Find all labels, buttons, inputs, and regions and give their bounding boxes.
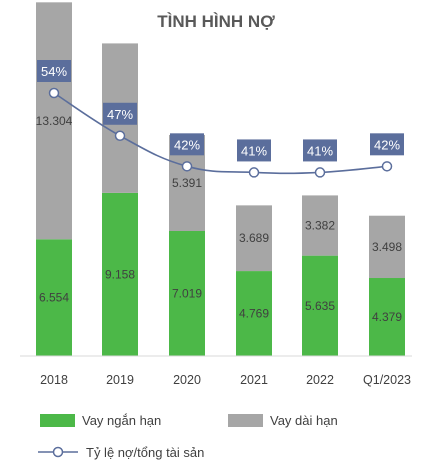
label-short-term-2018: 6.554 bbox=[39, 291, 69, 305]
ratio-label-2018: 54% bbox=[41, 64, 67, 79]
ratio-label-2019: 47% bbox=[107, 107, 133, 122]
ratio-label-2021: 41% bbox=[241, 143, 267, 158]
bars-layer: 6.55413.3049.1588.3947.0195.3914.7693.68… bbox=[36, 2, 405, 356]
label-short-term-2021: 4.769 bbox=[239, 307, 269, 321]
ratio-label-box-2018 bbox=[37, 60, 71, 82]
ratio-label-box-2020 bbox=[170, 133, 204, 156]
label-long-term-2018: 13.304 bbox=[36, 114, 73, 128]
label-long-term-2022: 3.382 bbox=[305, 219, 335, 233]
label-long-term-2020: 5.391 bbox=[172, 176, 202, 190]
ratio-point-2022 bbox=[314, 167, 326, 178]
x-tick-2020: 2020 bbox=[173, 373, 201, 387]
legend-swatch-short-term bbox=[40, 414, 75, 427]
x-tick-Q1/2023: Q1/2023 bbox=[363, 373, 411, 387]
x-tick-2019: 2019 bbox=[106, 373, 134, 387]
bar-long-term-2022 bbox=[302, 195, 338, 256]
ratio-line bbox=[53, 92, 388, 175]
label-short-term-Q1/2023: 4.379 bbox=[372, 310, 402, 324]
ratio-label-2020: 42% bbox=[174, 137, 200, 152]
legend-label-long-term: Vay dài hạn bbox=[270, 413, 338, 428]
ratio-point-Q1/2023 bbox=[381, 161, 393, 172]
ratio-label-box-2019 bbox=[103, 102, 137, 125]
bar-short-term-2019 bbox=[102, 192, 138, 356]
ratio-label-2022: 41% bbox=[307, 143, 333, 158]
legend-label-ratio: Tỷ lệ nợ/tổng tài sản bbox=[86, 445, 204, 460]
ratio-line-layer: 54% 47% 42% 41% 41% 42% bbox=[37, 60, 404, 178]
ratio-point-2018 bbox=[48, 87, 60, 99]
legend-marker-ratio bbox=[52, 446, 64, 458]
legend: Vay ngắn hạn Vay dài hạn Tỷ lệ nợ/tổng t… bbox=[38, 413, 338, 460]
bar-short-term-2020 bbox=[169, 230, 205, 356]
bar-short-term-2021 bbox=[236, 271, 272, 356]
ratio-point-2019 bbox=[114, 130, 126, 142]
bar-long-term-2021 bbox=[236, 205, 272, 272]
chart-title: TÌNH HÌNH NỢ bbox=[157, 12, 275, 31]
label-long-term-2021: 3.689 bbox=[239, 231, 269, 245]
ratio-label-box-2021 bbox=[237, 139, 271, 162]
bar-long-term-Q1/2023 bbox=[369, 215, 405, 279]
x-tick-2021: 2021 bbox=[240, 373, 268, 387]
ratio-point-2021 bbox=[248, 167, 260, 178]
x-tick-2022: 2022 bbox=[306, 373, 334, 387]
legend-swatch-long-term bbox=[228, 414, 263, 427]
bar-short-term-Q1/2023 bbox=[369, 278, 405, 356]
ratio-label-box-2022 bbox=[303, 139, 337, 162]
ratio-point-2020 bbox=[181, 161, 193, 172]
bar-long-term-2018 bbox=[36, 2, 72, 240]
label-short-term-2022: 5.635 bbox=[305, 299, 335, 313]
x-tick-2018: 2018 bbox=[40, 373, 68, 387]
ratio-label-box-Q1/2023 bbox=[370, 133, 404, 156]
bar-short-term-2018 bbox=[36, 239, 72, 356]
bar-short-term-2022 bbox=[302, 255, 338, 356]
x-ticks: 2018 2019 2020 2021 2022 Q1/2023 bbox=[40, 373, 411, 387]
ratio-label-Q1/2023: 42% bbox=[374, 137, 400, 152]
label-long-term-Q1/2023: 3.498 bbox=[372, 240, 402, 254]
legend-label-short-term: Vay ngắn hạn bbox=[82, 413, 161, 428]
label-short-term-2019: 9.158 bbox=[105, 267, 135, 281]
label-short-term-2020: 7.019 bbox=[172, 286, 202, 300]
